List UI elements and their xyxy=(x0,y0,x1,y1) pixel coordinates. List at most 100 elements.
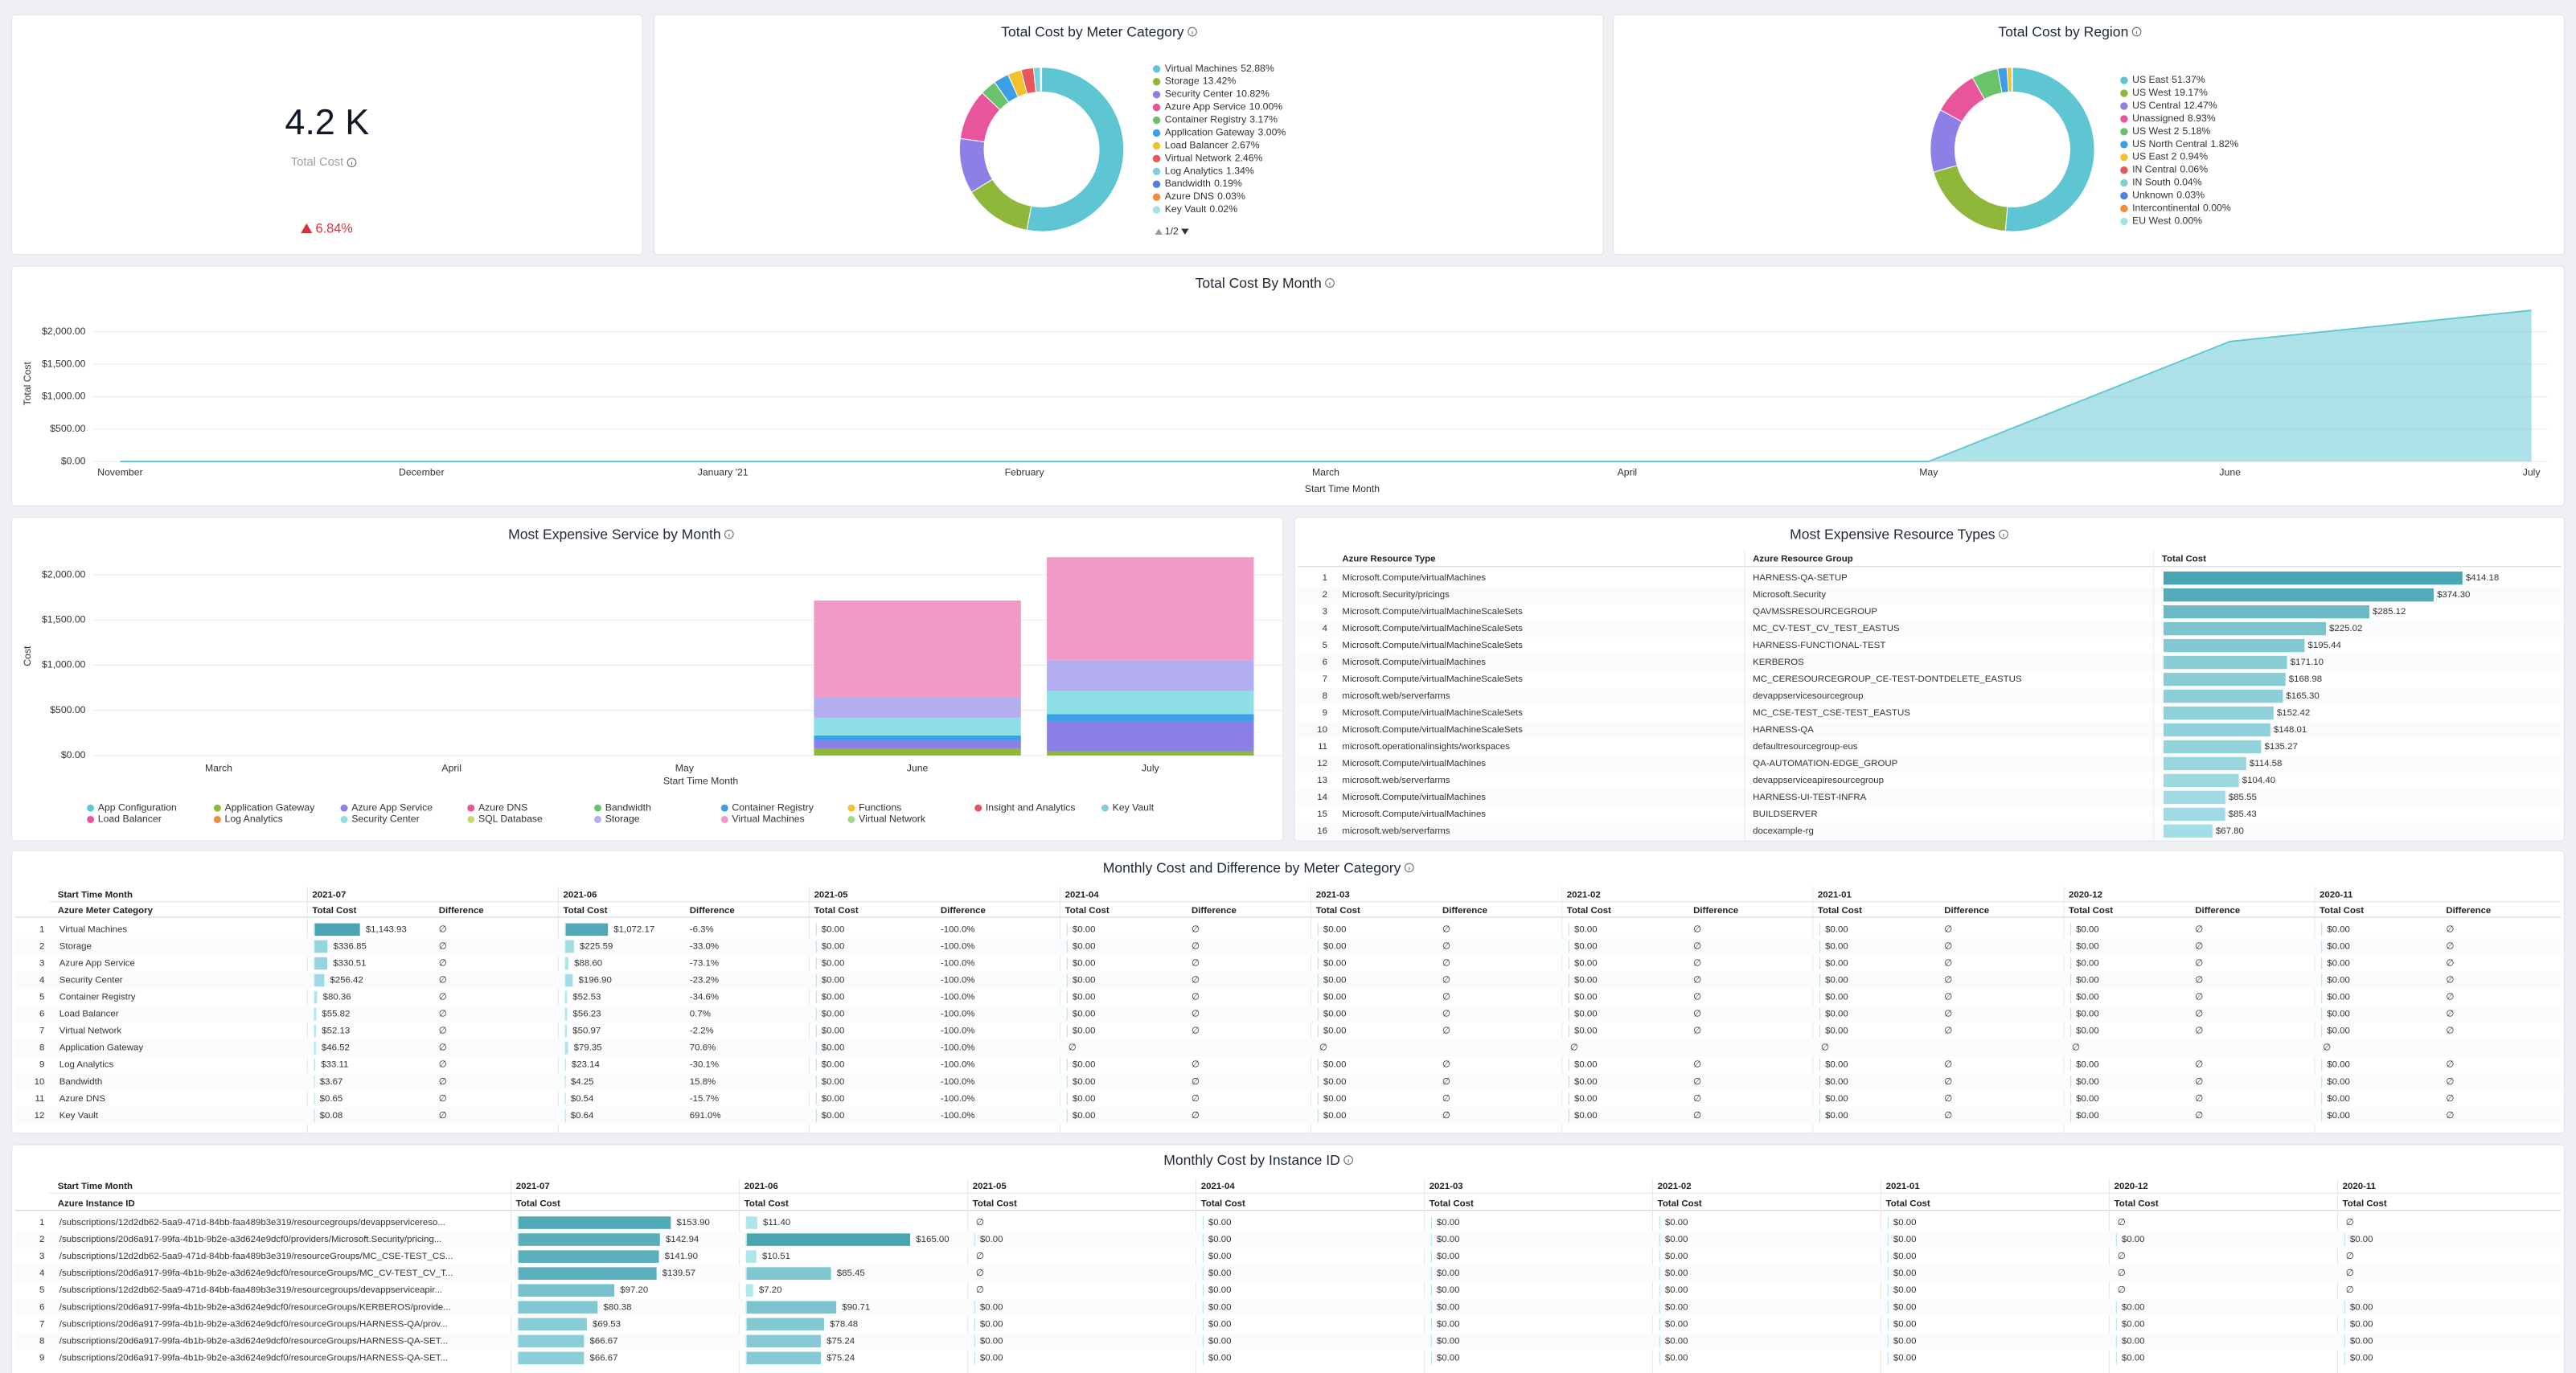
legend-swatch xyxy=(2120,192,2127,199)
cell: ∅ xyxy=(1693,1077,1701,1087)
y-tick-label: $1,500.00 xyxy=(42,358,86,369)
value-label: $285.12 xyxy=(2373,607,2406,617)
bar-stub xyxy=(746,1335,747,1348)
legend-value: 0.02% xyxy=(1209,203,1237,215)
bar xyxy=(565,941,574,953)
month-header: 2021-01 xyxy=(1886,1182,1921,1191)
bar-stub xyxy=(746,1250,747,1263)
cell: $0.00 xyxy=(980,1235,1003,1244)
bar-stub xyxy=(746,1233,747,1246)
cell: $0.00 xyxy=(1825,924,1848,934)
month-header: 2021-05 xyxy=(973,1182,1007,1191)
bar-stub xyxy=(518,1267,519,1280)
row-number: 11 xyxy=(1318,742,1327,752)
chart-title: Most Expensive Service by Month xyxy=(508,527,721,543)
cell: $66.67 xyxy=(590,1353,618,1363)
row-number: 14 xyxy=(1317,793,1327,802)
cell: $0.00 xyxy=(1825,993,1848,1002)
cell: ∅ xyxy=(1944,958,1952,968)
row-number: 9 xyxy=(1323,708,1327,718)
row-number: 1 xyxy=(39,924,44,934)
cell: $0.54 xyxy=(571,1094,594,1104)
legend-swatch xyxy=(2120,205,2127,212)
kpi-value: 4.2 K xyxy=(285,101,369,142)
bar-stub xyxy=(1067,1059,1068,1072)
row-number: 6 xyxy=(39,1010,44,1019)
cell: $0.00 xyxy=(2076,1077,2099,1087)
legend-label: Log Analytics xyxy=(225,814,283,825)
cell: MC_CV-TEST_CV_TEST_EASTUS xyxy=(1753,624,1900,633)
row-name: Azure App Service xyxy=(59,958,135,968)
legend-entry: Security Center10.82% xyxy=(1165,88,1270,100)
cell: microsoft.web/serverfarms xyxy=(1342,776,1450,785)
pivot-label: Start Time Month xyxy=(58,1182,133,1191)
legend-entry: Unknown0.03% xyxy=(2132,190,2205,201)
value-label: $152.42 xyxy=(2277,708,2310,718)
legend-label: US West 2 xyxy=(2132,125,2180,137)
cell: $0.00 xyxy=(1825,1027,1848,1036)
column-header: Difference xyxy=(1192,906,1237,916)
cell: microsoft.web/serverfarms xyxy=(1342,826,1450,836)
row-name: Virtual Machines xyxy=(59,924,128,934)
cell: $0.00 xyxy=(1825,1094,1848,1104)
legend-swatch xyxy=(1153,129,1160,137)
cell: $66.67 xyxy=(590,1336,618,1346)
cell: QA-AUTOMATION-EDGE_GROUP xyxy=(1753,759,1897,768)
cell: ∅ xyxy=(1442,976,1450,986)
cell: ∅ xyxy=(2346,1285,2354,1295)
cell: -30.1% xyxy=(690,1060,719,1070)
legend-label: IN Central xyxy=(2132,164,2176,175)
cell: $0.00 xyxy=(1574,993,1598,1002)
cell: $0.00 xyxy=(2327,924,2350,934)
legend-swatch xyxy=(1153,142,1160,150)
row-stripe xyxy=(15,1039,2562,1056)
bar-stub xyxy=(565,991,566,1004)
cell: Microsoft.Security xyxy=(1753,590,1826,600)
bar-stub xyxy=(2116,1318,2117,1331)
bar-stub xyxy=(816,924,817,937)
cell: ∅ xyxy=(1192,1077,1200,1087)
cell: ∅ xyxy=(2195,1060,2203,1070)
cell: $0.00 xyxy=(2122,1336,2145,1346)
x-tick-label: May xyxy=(675,762,695,773)
bar-stub xyxy=(1888,1267,1889,1280)
bar-segment xyxy=(814,718,1020,736)
bar-stub xyxy=(565,1042,566,1055)
bar-stub xyxy=(1819,1109,1820,1122)
cell: -15.7% xyxy=(690,1094,719,1104)
cell: $0.00 xyxy=(1825,1060,1848,1070)
cell: $0.00 xyxy=(1893,1319,1917,1329)
month-header: 2021-07 xyxy=(312,890,346,900)
cell: -100.0% xyxy=(941,958,975,968)
column-header: Total Cost xyxy=(2162,555,2206,564)
column-header: Total Cost xyxy=(1567,906,1611,916)
bar-stub xyxy=(565,1109,566,1122)
cell: -100.0% xyxy=(941,976,975,986)
bar-stub xyxy=(2321,1092,2322,1105)
row-name: Log Analytics xyxy=(59,1060,114,1070)
bar-stub xyxy=(2070,957,2071,970)
bar-stub xyxy=(1819,991,1820,1004)
bar-stub xyxy=(2321,974,2322,987)
month-header: 2021-02 xyxy=(1658,1182,1692,1191)
cell: ∅ xyxy=(1192,993,1200,1002)
legend-value: 0.06% xyxy=(2180,164,2208,175)
column-header: Azure Resource Type xyxy=(1342,555,1435,564)
legend-value: 5.18% xyxy=(2183,125,2211,137)
row-number: 4 xyxy=(39,1268,45,1278)
row-stripe xyxy=(1298,756,2561,773)
y-tick-label: $1,000.00 xyxy=(42,659,86,670)
bar-stub xyxy=(1888,1335,1889,1348)
legend-label: Key Vault xyxy=(1165,203,1207,215)
cell: Microsoft.Compute/virtualMachineScaleSet… xyxy=(1342,641,1523,650)
legend-value: 0.94% xyxy=(2180,151,2208,162)
legend-swatch xyxy=(2120,89,2127,96)
row-name: Virtual Network xyxy=(59,1027,122,1036)
cell: $0.00 xyxy=(822,958,845,968)
legend-label: Container Registry xyxy=(1165,114,1247,125)
cell: $80.38 xyxy=(603,1302,631,1312)
bar-stub xyxy=(1431,1216,1432,1229)
bar-stub xyxy=(2070,1076,2071,1088)
legend-entry: Unassigned8.93% xyxy=(2132,113,2216,124)
